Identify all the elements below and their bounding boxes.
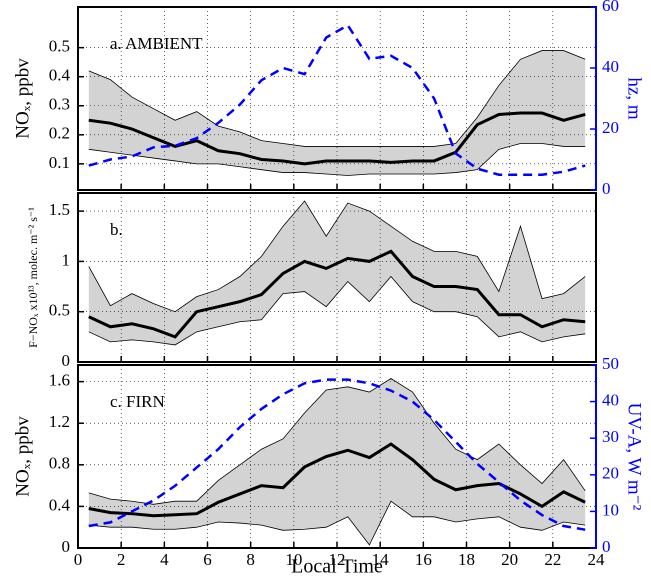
range-band <box>88 201 586 345</box>
y-axis-label: F−NOₓ x10¹³, molec. m⁻² s⁻¹ <box>26 207 40 348</box>
y2-tick-label: 60 <box>602 0 619 15</box>
y-tick-label: 0.1 <box>49 153 70 172</box>
y-axis-label: NOₓ, ppbv <box>12 416 33 497</box>
secondary-line <box>88 23 586 176</box>
x-tick-label: 0 <box>74 550 83 569</box>
range-lower <box>88 143 586 176</box>
y-tick-label: 0 <box>62 537 71 556</box>
y-tick-label: 0.5 <box>49 301 70 320</box>
x-tick-label: 18 <box>458 550 475 569</box>
panel-annotation: b. <box>110 220 123 239</box>
x-tick-label: 22 <box>544 550 561 569</box>
y-tick-label: 1 <box>62 250 71 269</box>
panel-annotation: c. FIRN <box>110 392 165 411</box>
secondary-line <box>88 378 586 531</box>
y2-tick-label: 40 <box>602 57 619 76</box>
x-tick-label: 20 <box>501 550 518 569</box>
y2-tick-label: 50 <box>602 354 619 373</box>
y2-tick-label: 0 <box>602 179 611 198</box>
x-tick-label: 12 <box>329 550 346 569</box>
range-lower <box>88 500 586 546</box>
mean-line <box>88 111 586 166</box>
x-axis-label: Local Time <box>291 556 383 578</box>
y-tick-label: 1.6 <box>49 371 70 390</box>
x-tick-label: 16 <box>415 550 432 569</box>
range-upper <box>88 378 586 505</box>
y-tick-label: 0.4 <box>49 495 71 514</box>
range-lower <box>88 275 586 346</box>
x-tick-label: 10 <box>285 550 302 569</box>
y2-tick-label: 40 <box>602 391 619 410</box>
y2-tick-label: 20 <box>602 118 619 137</box>
y-tick-label: 0 <box>62 351 71 370</box>
panel-annotation: a. AMBIENT <box>110 34 203 53</box>
y-tick-label: 0.8 <box>49 454 70 473</box>
y-tick-label: 0.5 <box>49 37 70 56</box>
y2-tick-label: 10 <box>602 500 619 519</box>
y2-tick-label: 30 <box>602 427 619 446</box>
y-tick-label: 0.2 <box>49 124 70 143</box>
y-tick-label: 0.4 <box>49 66 71 85</box>
range-upper <box>88 200 586 313</box>
mean-line <box>88 249 586 339</box>
y2-axis-label: UV-A, W m⁻² <box>624 403 645 511</box>
x-tick-label: 14 <box>372 550 390 569</box>
y-axis-label: NOₓ, ppbv <box>12 58 33 139</box>
x-tick-label: 24 <box>588 550 606 569</box>
y-tick-label: 1.2 <box>49 412 70 431</box>
y-tick-label: 1.5 <box>49 200 70 219</box>
x-tick-label: 2 <box>117 550 126 569</box>
y-tick-label: 0.3 <box>49 95 70 114</box>
x-tick-label: 4 <box>160 550 169 569</box>
x-tick-label: 6 <box>203 550 212 569</box>
y2-axis-label: hz, m <box>624 77 645 119</box>
range-upper <box>88 50 586 147</box>
y2-tick-label: 20 <box>602 464 619 483</box>
x-tick-label: 8 <box>246 550 255 569</box>
y2-tick-label: 0 <box>602 537 611 556</box>
